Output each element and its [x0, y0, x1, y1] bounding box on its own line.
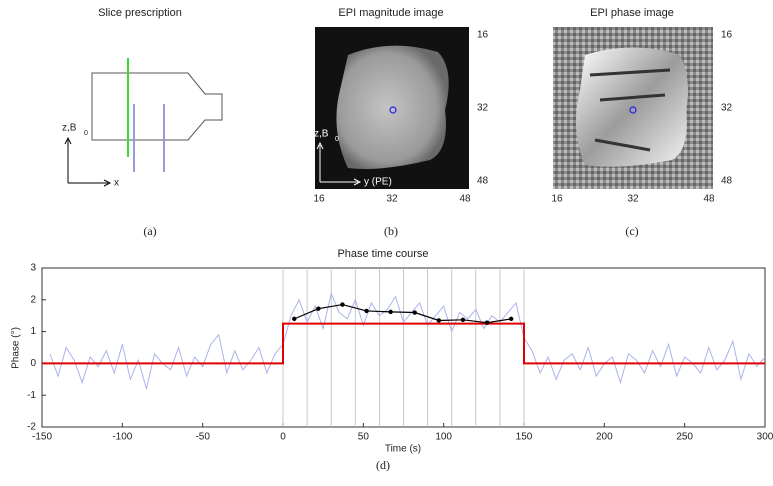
voxel-marker [389, 106, 397, 114]
point [460, 317, 466, 323]
point [292, 316, 297, 322]
axis-label: z,B [314, 129, 329, 140]
x-tick-label: -100 [112, 432, 132, 443]
y-tick-label: 48 [721, 176, 733, 187]
panel-label: (d) [376, 458, 390, 472]
axis-label: y (PE) [364, 177, 392, 188]
y-tick-label: 32 [477, 103, 489, 114]
panel-label: (b) [384, 224, 398, 238]
panel-label: (c) [625, 224, 638, 238]
point [316, 306, 321, 311]
y-tick-label: 48 [477, 176, 489, 187]
x-tick-label: 150 [516, 432, 533, 443]
x-tick-label: 48 [703, 194, 715, 205]
axes-arrows [316, 141, 362, 186]
slice-diagram [64, 58, 223, 187]
y-tick-label: 16 [721, 30, 733, 41]
point [412, 310, 417, 315]
y-tick-label: 32 [721, 103, 733, 114]
series-line [42, 322, 765, 365]
y-tick-label: -2 [27, 422, 36, 433]
point [436, 318, 442, 323]
y-axis-label: Phase (°) [11, 327, 22, 369]
x-tick-label: 250 [676, 432, 693, 443]
point [340, 302, 345, 307]
y-tick-label: 0 [30, 358, 36, 369]
panel-title: EPI magnitude image [338, 7, 443, 19]
x-axis-label: Time (s) [385, 444, 421, 455]
voxel-marker [629, 106, 637, 114]
chart-title: Phase time course [337, 248, 428, 260]
point [364, 308, 369, 314]
x-tick-label: 48 [459, 194, 471, 205]
axis-label: 0 [335, 136, 339, 143]
y-tick-label: 2 [30, 294, 36, 305]
x-tick-label: 16 [313, 194, 325, 205]
phase-wraps [589, 68, 671, 152]
x-tick-label: 50 [358, 432, 370, 443]
point [484, 320, 490, 325]
panel-label: (a) [143, 224, 156, 238]
axis-label: x [114, 178, 119, 189]
y-tick-label: -1 [27, 390, 36, 401]
x-tick-label: 100 [435, 432, 452, 443]
axis-label: 0 [84, 130, 88, 137]
x-tick-label: 16 [551, 194, 563, 205]
x-tick-label: 32 [627, 194, 639, 205]
point [508, 316, 514, 322]
series-line [49, 291, 766, 389]
axis-label: z,B [62, 123, 77, 134]
y-tick-label: 16 [477, 30, 489, 41]
y-tick-label: 1 [30, 326, 36, 337]
x-tick-label: -50 [195, 432, 210, 443]
panel-title: EPI phase image [590, 7, 674, 19]
y-tick-label: 3 [30, 263, 36, 274]
x-tick-label: 32 [386, 194, 398, 205]
x-tick-label: 200 [596, 432, 613, 443]
x-tick-label: -150 [32, 432, 52, 443]
panel-title: Slice prescription [98, 7, 182, 19]
x-tick-label: 300 [757, 432, 773, 443]
point [388, 309, 393, 315]
x-tick-label: 0 [280, 432, 286, 443]
series-line [294, 303, 512, 324]
